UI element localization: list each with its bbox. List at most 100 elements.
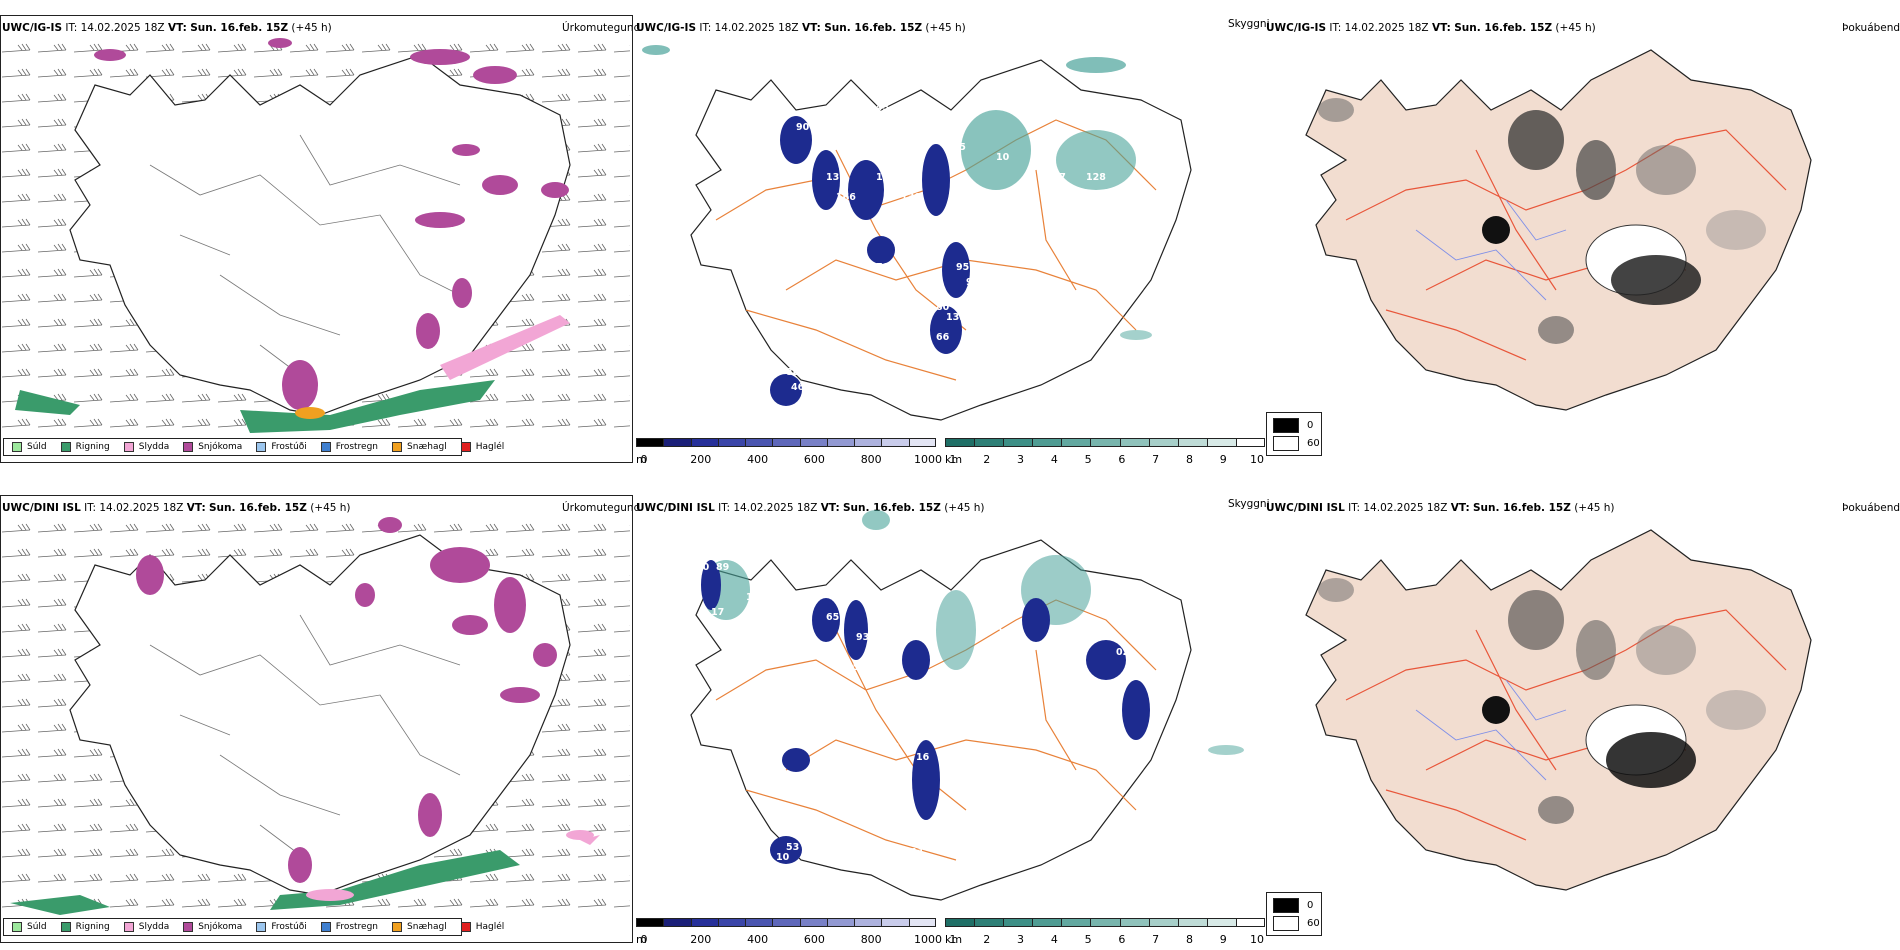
colorbar-tick-label: 6 bbox=[1118, 933, 1126, 946]
visibility-label: 95 bbox=[966, 277, 979, 288]
visibility-label: 40 bbox=[1106, 632, 1120, 643]
colorbar-m: m 0 200 400 600 800 1000 bbox=[636, 918, 942, 948]
legend-item: Frostregn bbox=[320, 442, 378, 452]
header-vt-label: VT: bbox=[186, 502, 206, 514]
iceland-outline bbox=[1305, 529, 1812, 891]
fog-swatch-black bbox=[1273, 418, 1299, 433]
legend-item: Slydda bbox=[123, 922, 169, 932]
colorbar-swatch bbox=[881, 438, 909, 447]
header-lead: (+45 h) bbox=[310, 502, 351, 514]
colorbar-tick-label: 800 bbox=[860, 453, 882, 466]
visibility-label: 93 bbox=[1066, 692, 1079, 703]
header-model: UWC/DINI ISL bbox=[1266, 502, 1345, 514]
row-ig: UWC/IG-IS IT: 14.02.2025 18Z VT: Sun. 16… bbox=[0, 15, 1900, 466]
colorbar-swatch bbox=[717, 918, 746, 927]
header-model: UWC/IG-IS bbox=[636, 22, 697, 34]
visibility-label: 83 bbox=[926, 722, 939, 733]
colorbar-tick-label: 1 bbox=[949, 933, 957, 946]
colorbar-tick-label: 3 bbox=[1017, 453, 1025, 466]
fog-map bbox=[1305, 49, 1812, 411]
visibility-label: 122 bbox=[876, 172, 896, 183]
precip-legend: Súld Rigning Slydda Snjókoma Frostúði Fr… bbox=[3, 438, 504, 456]
visibility-label: 27 bbox=[1056, 702, 1069, 713]
legend-swatch-rigning bbox=[60, 922, 71, 932]
visibility-label: 10 bbox=[806, 227, 820, 238]
colorbar-swatch bbox=[1119, 438, 1149, 447]
header-it-label: IT: bbox=[1329, 22, 1342, 34]
colorbar-swatch bbox=[690, 438, 718, 447]
visibility-label: 111 bbox=[956, 677, 976, 688]
visibility-label: 205 bbox=[996, 627, 1016, 638]
fog-legend: 0 60 bbox=[1266, 412, 1322, 456]
colorbar-swatch bbox=[974, 438, 1004, 447]
colorbar-swatch bbox=[881, 918, 909, 927]
colorbar-swatch bbox=[663, 918, 691, 927]
visibility-label: 70 bbox=[876, 262, 890, 273]
visibility-label: 92 bbox=[826, 132, 839, 143]
colorbar-tick-label: 5 bbox=[1084, 933, 1092, 946]
legend-item: Slydda bbox=[123, 442, 169, 452]
visibility-label: 237 bbox=[986, 647, 1006, 658]
visibility-label: 17 bbox=[711, 607, 724, 618]
fog-swatch-black bbox=[1273, 898, 1299, 913]
iceland-outline bbox=[690, 539, 1192, 901]
colorbar-swatch bbox=[1032, 918, 1062, 927]
header-it-value: 14.02.2025 18Z bbox=[1344, 22, 1429, 34]
visibility-label: 91 bbox=[966, 812, 979, 823]
colorbar-swatch bbox=[1090, 918, 1120, 927]
iceland-outline bbox=[69, 534, 571, 896]
header-precip-ig: UWC/IG-IS IT: 14.02.2025 18Z VT: Sun. 16… bbox=[2, 22, 332, 34]
header-it-label: IT: bbox=[718, 502, 731, 514]
visibility-label: 43 bbox=[876, 102, 889, 113]
colorbar-swatch bbox=[1032, 438, 1062, 447]
visibility-label: 105 bbox=[746, 592, 766, 603]
iceland-outline bbox=[1305, 49, 1812, 411]
visibility-label: 130 bbox=[901, 192, 921, 203]
header-vt-value: Sun. 16.feb. 15Z bbox=[1473, 502, 1571, 514]
header-it-value: 14.02.2025 18Z bbox=[80, 22, 165, 34]
fog-legend-row: 60 bbox=[1273, 916, 1320, 931]
colorbar-tick-label: 600 bbox=[803, 933, 825, 946]
visibility-label: 86 bbox=[921, 857, 935, 868]
visibility-label: 128 bbox=[1086, 172, 1106, 183]
panel-title-visibility: Skyggni bbox=[1228, 18, 1270, 30]
visibility-label: 80 bbox=[936, 302, 950, 313]
colorbar-tick-label: 1 bbox=[949, 453, 957, 466]
visibility-label: 10 bbox=[956, 822, 970, 833]
legend-swatch-snaehagl bbox=[392, 922, 403, 932]
colorbar-swatch bbox=[1177, 438, 1207, 447]
legend-item: Frostregn bbox=[320, 922, 378, 932]
header-it-value: 14.02.2025 18Z bbox=[733, 502, 818, 514]
header-model: UWC/DINI ISL bbox=[636, 502, 715, 514]
colorbar-tick-label: 1000 bbox=[914, 933, 942, 946]
legend-swatch-rigning bbox=[60, 442, 71, 452]
legend-item: Súld bbox=[12, 922, 47, 932]
colorbar-swatch bbox=[1148, 918, 1178, 927]
colorbar-tick-label: 200 bbox=[690, 453, 712, 466]
header-lead: (+45 h) bbox=[925, 22, 966, 34]
visibility-label: 88 bbox=[886, 742, 900, 753]
precip-map-frame bbox=[0, 495, 633, 943]
legend-swatch-haglel bbox=[460, 922, 471, 932]
visibility-label: 46 bbox=[791, 382, 805, 393]
colorbar-swatch bbox=[826, 918, 855, 927]
header-it-label: IT: bbox=[699, 22, 712, 34]
colorbar-swatch bbox=[690, 918, 718, 927]
header-vt-value: Sun. 16.feb. 15Z bbox=[843, 502, 941, 514]
header-it-label: IT: bbox=[84, 502, 97, 514]
colorbar-tick-label: 7 bbox=[1152, 933, 1160, 946]
header-lead: (+45 h) bbox=[1555, 22, 1596, 34]
colorbar-swatch bbox=[1148, 438, 1178, 447]
colorbar-km: km 1 2 3 4 5 6 7 8 9 10 bbox=[945, 918, 1265, 948]
colorbar-tick-label: 1000 bbox=[914, 453, 942, 466]
legend-item: Haglél bbox=[460, 922, 504, 932]
colorbar-tick-label: 10 bbox=[1250, 933, 1264, 946]
colorbar-swatch bbox=[1061, 918, 1091, 927]
precip-legend: Súld Rigning Slydda Snjókoma Frostúði Fr… bbox=[3, 918, 504, 936]
colorbar-tick-label: 10 bbox=[1250, 453, 1264, 466]
colorbar-tick-label: 2 bbox=[983, 453, 991, 466]
visibility-label: 170 bbox=[966, 662, 986, 673]
colorbar-swatch bbox=[745, 438, 773, 447]
legend-swatch-frostudi bbox=[256, 922, 267, 932]
